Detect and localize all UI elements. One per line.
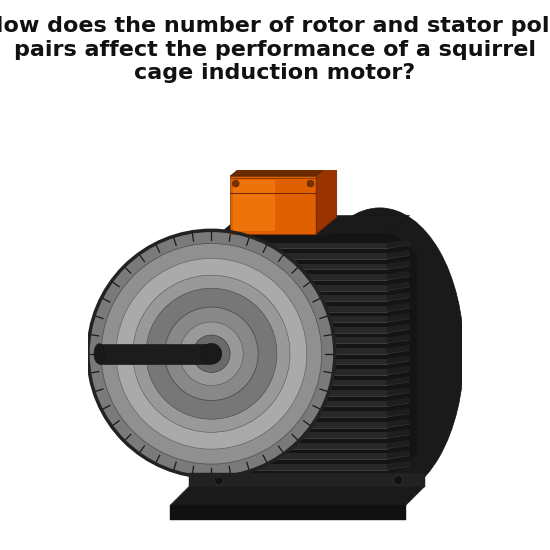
Circle shape — [116, 258, 307, 449]
Polygon shape — [208, 234, 219, 474]
Polygon shape — [387, 271, 410, 280]
Polygon shape — [219, 285, 387, 290]
Polygon shape — [99, 344, 211, 364]
Polygon shape — [219, 359, 387, 364]
Circle shape — [307, 180, 314, 187]
Polygon shape — [219, 390, 387, 396]
Polygon shape — [387, 397, 410, 406]
Polygon shape — [387, 439, 410, 449]
Circle shape — [88, 230, 335, 477]
Polygon shape — [387, 313, 410, 322]
Polygon shape — [219, 327, 387, 333]
Circle shape — [201, 343, 222, 364]
Ellipse shape — [295, 208, 464, 499]
Polygon shape — [219, 216, 410, 234]
Polygon shape — [233, 180, 275, 231]
Polygon shape — [387, 355, 410, 364]
Polygon shape — [387, 260, 410, 270]
Polygon shape — [219, 400, 387, 406]
Polygon shape — [387, 302, 410, 312]
Polygon shape — [387, 239, 410, 249]
Polygon shape — [230, 160, 337, 176]
Circle shape — [232, 180, 239, 187]
Ellipse shape — [94, 344, 104, 364]
Polygon shape — [387, 419, 410, 427]
Ellipse shape — [331, 273, 368, 404]
Circle shape — [133, 275, 290, 432]
Polygon shape — [387, 323, 410, 333]
Polygon shape — [219, 263, 387, 270]
Polygon shape — [387, 408, 410, 417]
Polygon shape — [219, 295, 387, 301]
Circle shape — [101, 244, 322, 464]
Polygon shape — [387, 387, 410, 396]
Polygon shape — [387, 334, 410, 343]
Polygon shape — [387, 292, 410, 301]
Polygon shape — [219, 306, 387, 312]
Polygon shape — [387, 250, 410, 259]
Circle shape — [164, 307, 258, 400]
Polygon shape — [219, 234, 417, 474]
Polygon shape — [219, 422, 387, 427]
Text: How does the number of rotor and stator pole
pairs affect the performance of a s: How does the number of rotor and stator … — [0, 16, 550, 83]
Polygon shape — [387, 429, 410, 438]
Polygon shape — [219, 432, 387, 438]
Polygon shape — [387, 460, 410, 470]
Polygon shape — [219, 411, 387, 417]
Polygon shape — [219, 348, 387, 354]
Polygon shape — [219, 253, 387, 259]
Polygon shape — [387, 450, 410, 459]
Polygon shape — [219, 243, 387, 249]
Circle shape — [146, 288, 277, 419]
Circle shape — [394, 476, 403, 485]
Polygon shape — [387, 366, 410, 375]
Polygon shape — [219, 369, 387, 375]
Polygon shape — [189, 474, 425, 487]
Polygon shape — [219, 316, 387, 322]
Circle shape — [214, 476, 223, 485]
Polygon shape — [387, 376, 410, 386]
Polygon shape — [387, 282, 410, 290]
Polygon shape — [219, 443, 387, 449]
Polygon shape — [170, 487, 425, 505]
Polygon shape — [230, 176, 316, 234]
Polygon shape — [219, 274, 387, 280]
Polygon shape — [316, 160, 337, 234]
Polygon shape — [170, 505, 406, 520]
Circle shape — [192, 335, 230, 372]
Polygon shape — [219, 464, 387, 470]
Circle shape — [180, 322, 243, 386]
Polygon shape — [219, 453, 387, 459]
Polygon shape — [387, 345, 410, 354]
Polygon shape — [219, 337, 387, 343]
Polygon shape — [219, 379, 387, 386]
